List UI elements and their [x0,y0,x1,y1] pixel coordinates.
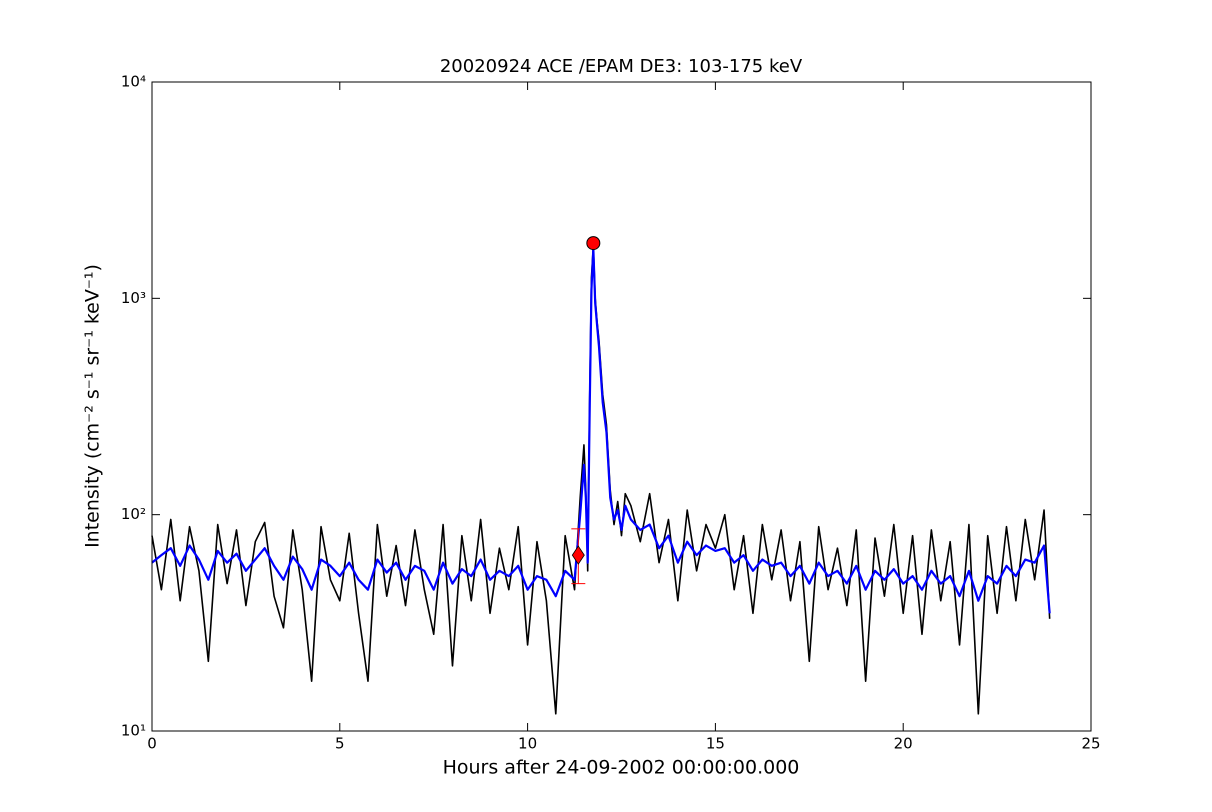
x-tick-label: 25 [1081,735,1100,753]
x-tick-label: 15 [706,735,725,753]
y-tick-label: 10² [121,505,146,523]
onset-marker [571,545,585,565]
x-tick-label: 10 [518,735,537,753]
data-line [151,247,1051,614]
y-axis-label: Intensity (cm⁻² s⁻¹ sr⁻¹ keV⁻¹) [82,264,104,548]
x-tick-label: 20 [894,735,913,753]
peak-marker [586,236,601,251]
x-tick-label: 5 [335,735,345,753]
y-tick-label: 10³ [121,289,146,307]
y-tick-label: 10¹ [121,722,146,740]
chart-title: 20020924 ACE /EPAM DE3: 103-175 keV [440,56,803,77]
x-tick-label: 0 [147,735,157,753]
plot-frame [151,81,1092,732]
y-tick-label: 10⁴ [121,73,146,91]
x-axis-label: Hours after 24-09-2002 00:00:00.000 [443,757,800,779]
